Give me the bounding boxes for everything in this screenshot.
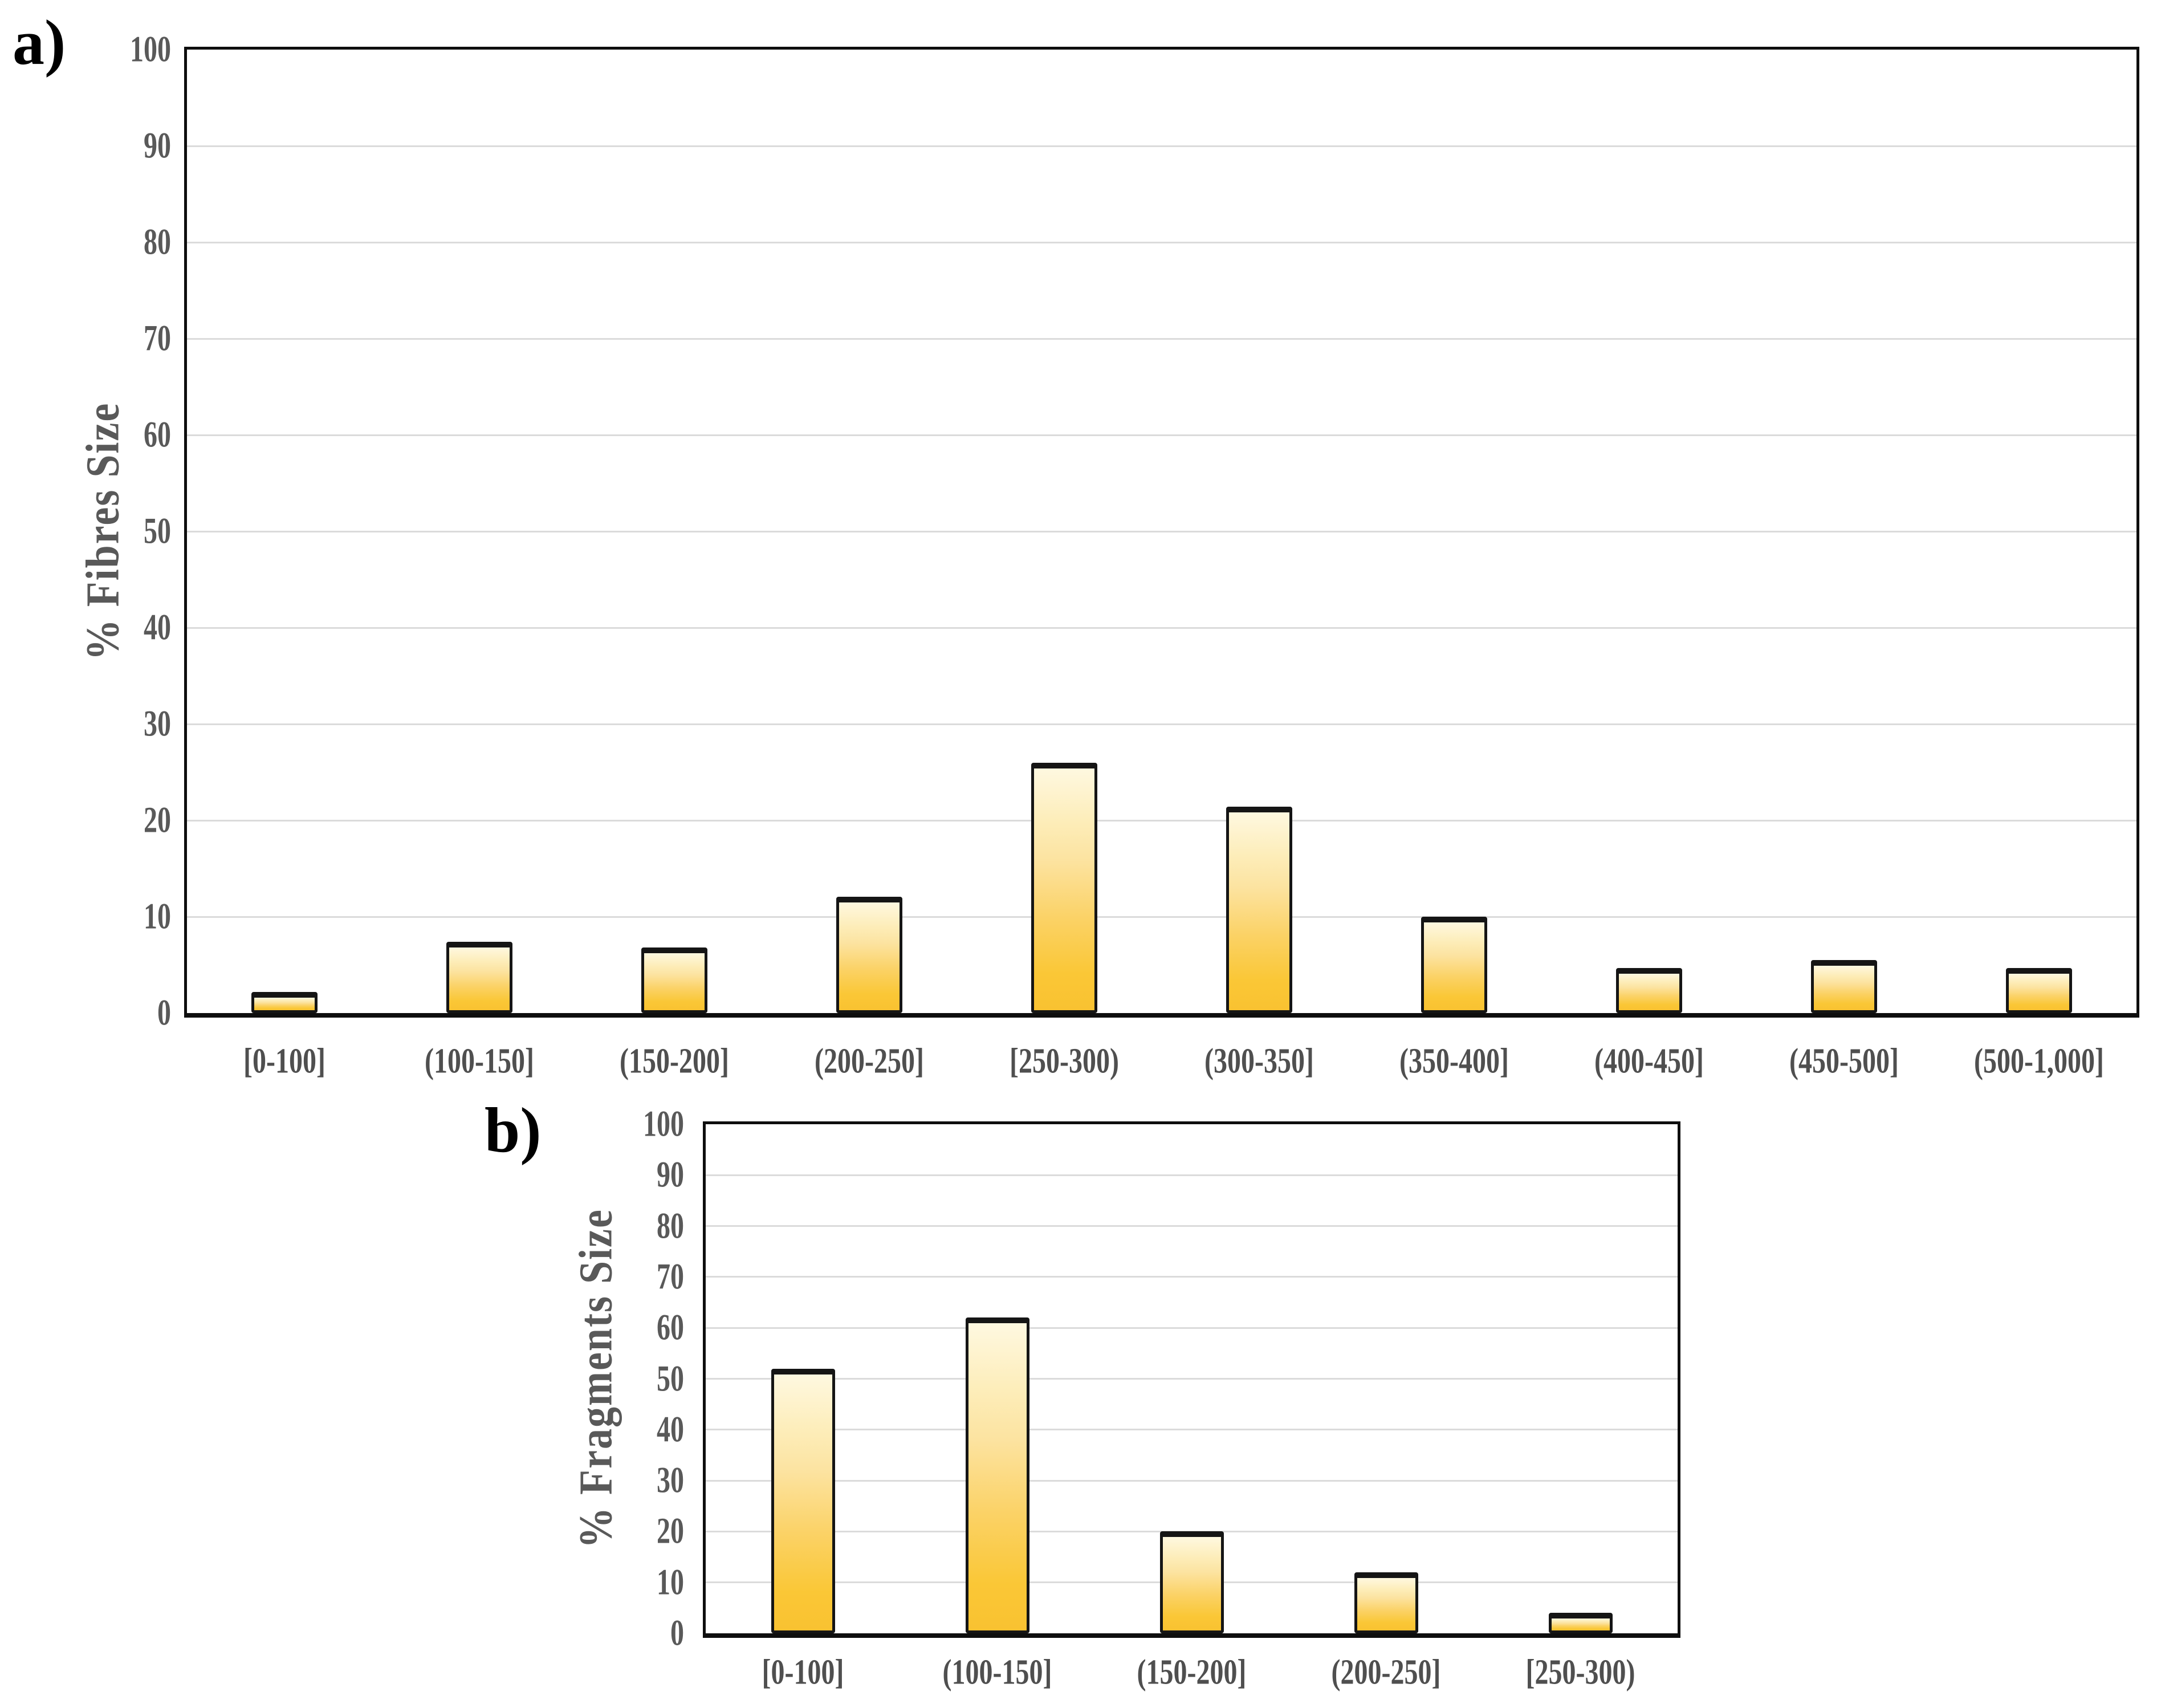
- y-tick-label: 70: [657, 1256, 684, 1298]
- x-tick-label: (200-250]: [1331, 1652, 1441, 1692]
- y-tick-label: 10: [144, 896, 171, 937]
- panel-label-b: b): [485, 1095, 542, 1166]
- gridline: [187, 530, 2136, 532]
- panel-label-a: a): [13, 7, 66, 78]
- x-tick-label: (300-350]: [1204, 1041, 1314, 1081]
- y-tick-label: 80: [657, 1205, 684, 1246]
- gridline: [706, 1225, 1678, 1227]
- x-tick-label: (500-1,000]: [1974, 1041, 2104, 1081]
- y-tick-label: 60: [144, 414, 171, 456]
- y-tick-label: 50: [657, 1358, 684, 1399]
- gridline: [187, 434, 2136, 436]
- gridline: [706, 1327, 1678, 1329]
- x-tick-label: (150-200]: [1137, 1652, 1247, 1692]
- x-tick-label: [0-100]: [762, 1652, 844, 1692]
- y-tick-label: 10: [657, 1561, 684, 1603]
- plot-area-a: [184, 47, 2139, 1018]
- y-tick-label: 90: [144, 125, 171, 166]
- x-axis-ticks-a: [0-100] (100-150] (150-200] (200-250] [250-3…: [187, 1041, 2136, 1092]
- y-tick-label: 30: [657, 1459, 684, 1501]
- gridline: [706, 1276, 1678, 1278]
- bar-(200-250]: [1354, 1572, 1418, 1633]
- y-tick-label: 100: [130, 29, 171, 70]
- gridline: [187, 723, 2136, 725]
- y-tick-label: 80: [144, 221, 171, 263]
- y-tick-label: 30: [144, 703, 171, 745]
- plot-area-b: [703, 1121, 1680, 1638]
- y-tick-label: 0: [157, 992, 171, 1034]
- y-tick-label: 70: [144, 318, 171, 359]
- gridline: [187, 145, 2136, 147]
- bar-[0-100]: [771, 1368, 835, 1633]
- x-tick-label: (100-150]: [942, 1652, 1052, 1692]
- gridline: [706, 1174, 1678, 1176]
- gridline: [187, 337, 2136, 340]
- bar-(100-150]: [965, 1317, 1029, 1633]
- y-tick-label: 0: [670, 1612, 684, 1654]
- x-tick-label: [250-300): [1010, 1041, 1119, 1081]
- bar-(450-500]: [1811, 960, 1877, 1013]
- bar-[250-300): [1548, 1613, 1613, 1633]
- gridline: [187, 241, 2136, 243]
- x-tick-label: [0-100]: [243, 1041, 325, 1081]
- bar-(300-350]: [1226, 807, 1292, 1013]
- x-tick-label: (400-450]: [1594, 1041, 1704, 1081]
- y-tick-label: 40: [657, 1409, 684, 1450]
- x-tick-label: (450-500]: [1789, 1041, 1899, 1081]
- x-axis-ticks-b: [0-100] (100-150] (150-200] (200-250] [250-3…: [706, 1652, 1678, 1703]
- gridline: [706, 1378, 1678, 1380]
- bar-[250-300): [1031, 762, 1097, 1013]
- gridline: [187, 916, 2136, 918]
- gridline: [706, 1479, 1678, 1482]
- y-tick-label: 50: [144, 510, 171, 552]
- bar-(150-200]: [1159, 1531, 1224, 1633]
- y-tick-label: 100: [643, 1103, 684, 1145]
- y-axis-ticks-b: 0 10 20 30 40 50 60 70 80 90 100: [542, 1104, 684, 1654]
- y-tick-label: 20: [144, 799, 171, 841]
- bar-[0-100]: [251, 991, 318, 1013]
- y-tick-label: 20: [657, 1510, 684, 1552]
- x-tick-label: (150-200]: [620, 1041, 729, 1081]
- x-tick-label: (100-150]: [425, 1041, 534, 1081]
- bar-(350-400]: [1421, 917, 1487, 1013]
- bar-(500-1,000]: [2006, 967, 2072, 1013]
- y-tick-label: 60: [657, 1307, 684, 1348]
- gridline: [187, 627, 2136, 629]
- bar-(200-250]: [836, 896, 902, 1013]
- bar-(150-200]: [641, 947, 707, 1013]
- y-axis-ticks-a: 0 10 20 30 40 50 60 70 80 90 100: [0, 29, 171, 1034]
- gridline: [187, 819, 2136, 822]
- y-tick-label: 40: [144, 607, 171, 648]
- y-tick-label: 90: [657, 1154, 684, 1195]
- x-tick-label: [250-300): [1525, 1652, 1635, 1692]
- bar-(100-150]: [446, 941, 512, 1013]
- x-tick-label: (200-250]: [815, 1041, 924, 1081]
- bar-(400-450]: [1616, 967, 1682, 1013]
- gridline: [706, 1429, 1678, 1431]
- x-tick-label: (350-400]: [1399, 1041, 1509, 1081]
